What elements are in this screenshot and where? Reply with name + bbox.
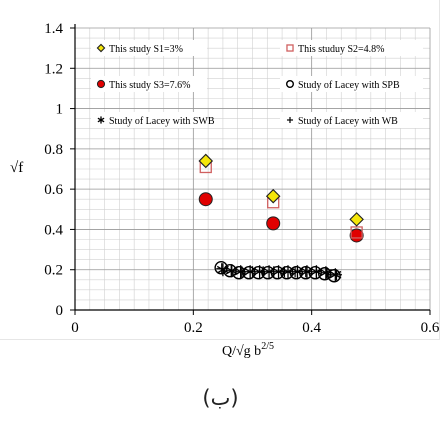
marker-plus xyxy=(300,266,312,278)
marker-circle-open xyxy=(327,269,341,283)
marker-plus xyxy=(257,266,269,278)
legend-item: This studuy S2=4.8% xyxy=(280,40,423,56)
marker-circle-filled xyxy=(266,216,281,231)
legend-item-background xyxy=(280,40,423,56)
x-tick-label: 0.2 xyxy=(184,320,203,336)
marker-plus xyxy=(331,269,343,281)
legend-item-background xyxy=(280,112,423,128)
series-plus xyxy=(216,263,343,281)
legend-item: Study of Lacey with WB xyxy=(280,112,423,128)
x-tick-label: 0 xyxy=(71,320,79,336)
legend-label: Study of Lacey with WB xyxy=(298,116,398,127)
marker-plus xyxy=(268,266,280,278)
legend-item: This study S3=7.6% xyxy=(91,76,207,92)
legend-label: This studuy S2=4.8% xyxy=(298,44,384,55)
chart-frame xyxy=(0,0,440,340)
series-square xyxy=(199,160,363,239)
y-tick-label: 0.2 xyxy=(44,263,63,279)
marker-square xyxy=(350,226,363,239)
legend-label: Study of Lacey with SPB xyxy=(298,80,400,91)
series-diamond xyxy=(198,153,364,227)
marker-circle-filled xyxy=(96,79,106,89)
legend-item: Study of Lacey with SWB xyxy=(91,112,215,128)
legend-item-background xyxy=(280,76,423,92)
marker-plus xyxy=(236,266,248,278)
marker-plus xyxy=(321,267,333,279)
legend-label: Study of Lacey with SWB xyxy=(109,116,215,127)
y-tick-label: 1.2 xyxy=(44,61,63,77)
marker-square xyxy=(286,44,294,52)
y-tick-label: 1.4 xyxy=(44,21,63,37)
marker-plus xyxy=(289,266,301,278)
legend-item-background xyxy=(91,112,207,128)
marker-plus xyxy=(247,266,258,278)
legend-item-background xyxy=(91,40,207,56)
y-tick-label: 1 xyxy=(56,102,64,118)
y-tick-label: 0 xyxy=(56,303,64,319)
y-tick-label: 0.6 xyxy=(44,182,63,198)
marker-circle-filled xyxy=(349,228,364,243)
figure-caption: (ب) xyxy=(202,386,239,410)
legend-item-background xyxy=(91,76,207,92)
marker-star xyxy=(97,116,105,124)
marker-star-stroke xyxy=(97,117,105,123)
legend-item: This study S1=3% xyxy=(91,40,207,56)
x-axis-label: Q/√g b2/5 xyxy=(222,341,274,359)
marker-circle-open xyxy=(232,266,246,280)
marker-plus xyxy=(310,266,322,278)
marker-diamond xyxy=(96,43,106,53)
x-tick-label: 0.6 xyxy=(421,320,440,336)
marker-diamond xyxy=(349,212,364,227)
legend-label: This study S1=3% xyxy=(109,44,183,55)
marker-plus xyxy=(286,116,294,124)
marker-plus xyxy=(216,263,228,275)
marker-circle-filled xyxy=(198,192,213,207)
legend-label: This study S3=7.6% xyxy=(109,80,190,91)
y-axis-label: √f xyxy=(10,160,23,176)
y-tick-label: 0.8 xyxy=(44,142,63,158)
marker-diamond xyxy=(265,188,281,204)
x-tick-label: 0.4 xyxy=(302,320,321,336)
series-circle-filled xyxy=(198,192,364,243)
marker-plus xyxy=(225,265,237,277)
legend-item: Study of Lacey with SPB xyxy=(280,76,423,92)
marker-diamond xyxy=(198,153,214,169)
marker-plus xyxy=(278,266,290,278)
marker-circle-open xyxy=(286,79,295,88)
y-tick-label: 0.4 xyxy=(44,222,63,238)
